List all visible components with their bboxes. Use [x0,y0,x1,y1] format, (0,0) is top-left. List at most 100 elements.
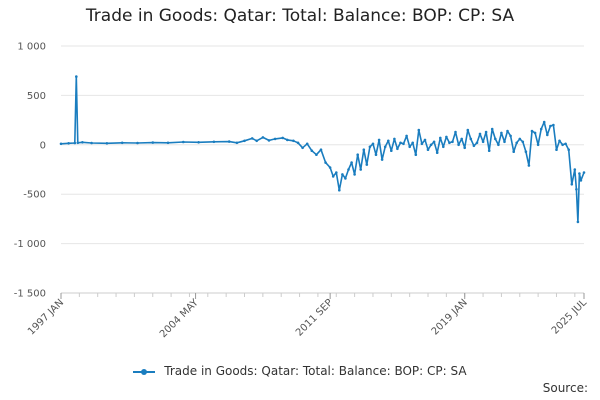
data-point [536,143,540,147]
data-point [494,137,497,141]
data-point [423,138,427,142]
data-point [344,177,347,180]
data-point [267,139,271,142]
data-point [533,131,537,135]
data-point [539,127,543,131]
data-point [542,120,546,124]
data-point [255,139,258,143]
data-point [286,138,289,142]
data-point [383,145,387,149]
chart-title: Trade in Goods: Qatar: Total: Balance: B… [85,6,515,26]
x-tick-label: 1997 JAN [26,297,66,337]
data-point [518,137,522,141]
data-point [90,141,93,145]
data-point [500,131,503,135]
data-point [463,146,467,150]
data-point [475,141,479,145]
data-point [466,128,470,132]
x-tick-label: 2011 SEP [294,297,335,338]
x-tick-label: 2025 JUL [550,297,590,337]
data-point [374,153,378,156]
data-point [442,145,445,149]
data-point [250,137,254,140]
data-point [151,141,155,144]
series-line [60,75,585,223]
data-point [445,135,448,139]
data-point [579,179,583,182]
data-point [315,153,318,156]
data-point [426,148,430,151]
data-point [582,171,586,174]
data-point [356,153,360,156]
data-point [377,138,381,142]
data-point [399,141,402,145]
data-point [567,148,570,151]
data-point [235,141,239,145]
data-point [335,171,338,174]
data-point [578,172,581,175]
y-tick-label: 1 000 [17,42,46,53]
data-point [182,140,185,144]
data-point [469,137,473,141]
data-point [405,134,408,138]
data-point [439,136,442,140]
data-point [393,137,396,141]
data-point [564,142,567,146]
data-point [573,168,577,171]
data-point [76,141,80,145]
data-point [515,141,518,145]
data-point [338,188,341,192]
data-point [67,142,70,145]
data-point [454,130,457,134]
data-point [555,148,558,151]
source-label: Source: [542,381,588,395]
data-point [420,142,424,146]
y-tick-label: 0 [40,140,46,151]
data-point [380,158,384,161]
y-tick-label: -500 [23,190,46,201]
series-layer [59,75,586,224]
data-point [524,150,528,153]
data-point [521,140,525,144]
data-point [120,141,124,145]
data-point [576,220,580,224]
data-point [549,124,552,128]
data-point [503,140,506,144]
data-point [310,149,314,152]
data-point [396,147,399,151]
y-tick-label: -1 500 [14,289,46,300]
data-point [75,75,78,78]
data-point [319,148,323,151]
data-point [212,140,216,144]
data-point [509,134,512,138]
data-point [460,137,464,141]
data-point [408,145,412,149]
data-point [328,166,332,169]
data-point [350,161,353,164]
data-point [497,143,500,147]
data-point [341,173,344,176]
x-tick-label: 2019 JAN [430,297,470,337]
data-point [59,142,63,146]
data-point [301,146,304,150]
data-point [478,132,482,136]
data-point [292,139,295,143]
data-point [402,142,405,146]
data-point [448,141,451,145]
gridlines [61,45,584,294]
data-point [73,141,77,145]
data-point [432,140,436,144]
data-point [347,168,350,171]
y-axis: 1 000 500 0 -500 -1 000 -1 500 [14,42,46,300]
data-point [166,141,170,145]
legend-line-marker [133,368,156,375]
data-point [546,133,549,137]
data-point [227,140,231,143]
data-point [558,139,561,143]
data-point [387,139,390,143]
data-point [435,151,439,154]
data-point [484,130,488,134]
data-point [472,144,476,148]
data-point [527,164,531,167]
